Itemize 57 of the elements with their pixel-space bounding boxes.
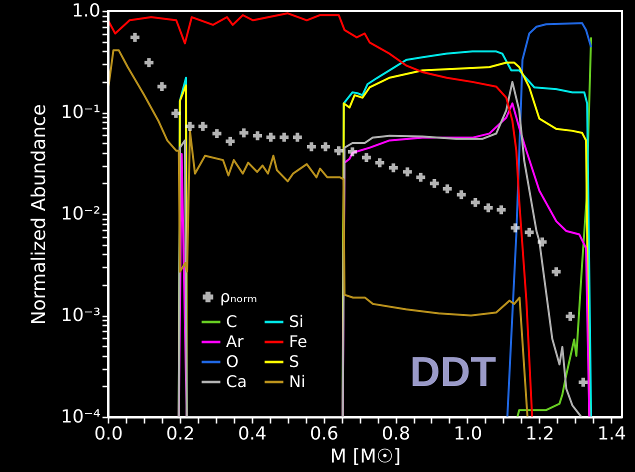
point — [402, 167, 412, 176]
point — [320, 142, 330, 152]
x-tick-label: 0.6 — [310, 424, 338, 444]
y-tick-label: 10⁻³ — [60, 305, 100, 326]
x-tick-label: 0.2 — [166, 424, 195, 444]
x-axis-title: M [M☉] — [330, 446, 401, 468]
point — [552, 267, 561, 276]
point — [185, 122, 194, 131]
y-axis-title: Normalized Abundance — [28, 104, 50, 325]
legend-label: Si — [289, 312, 304, 331]
legend-label: O — [226, 352, 239, 371]
point — [430, 178, 439, 188]
point — [388, 163, 398, 172]
point — [484, 203, 493, 212]
point — [212, 129, 222, 138]
point — [144, 58, 154, 68]
point — [198, 122, 208, 131]
point — [416, 172, 426, 182]
legend-label: Fe — [289, 332, 308, 351]
point — [266, 132, 276, 142]
y-tick-label: 10⁻² — [60, 204, 100, 224]
point — [292, 132, 302, 142]
y-tick-label: 10⁻¹ — [60, 102, 100, 123]
point — [239, 128, 248, 138]
x-tick-label: 0.4 — [238, 424, 267, 444]
point — [253, 131, 262, 140]
point — [171, 108, 180, 118]
point — [306, 142, 316, 152]
point — [496, 205, 506, 214]
legend-label: ρₙₒᵣₘ — [220, 287, 258, 306]
legend-label: Ni — [289, 372, 306, 391]
legend-label: Ca — [226, 372, 247, 391]
point — [538, 238, 547, 246]
point — [375, 158, 384, 168]
legend-label: S — [289, 352, 300, 371]
point — [456, 190, 466, 200]
legend-label: C — [226, 312, 238, 331]
point — [510, 223, 520, 232]
x-tick-label: 1.4 — [597, 424, 626, 444]
point — [362, 153, 371, 162]
point — [280, 132, 289, 142]
x-tick-label: 1.0 — [454, 424, 482, 444]
annotation: DDT — [410, 348, 496, 395]
x-tick-label: 0.8 — [382, 424, 410, 444]
point — [442, 184, 452, 194]
y-tick-label: 1.0 — [72, 0, 100, 22]
point — [130, 32, 140, 42]
legend-label: Ar — [226, 332, 244, 351]
point — [348, 147, 357, 156]
point — [226, 136, 235, 146]
point — [334, 146, 344, 156]
x-tick-label: 1.2 — [526, 424, 554, 444]
point — [578, 378, 588, 387]
point — [157, 82, 166, 92]
point — [524, 228, 534, 237]
point — [470, 198, 480, 207]
point — [566, 312, 575, 321]
